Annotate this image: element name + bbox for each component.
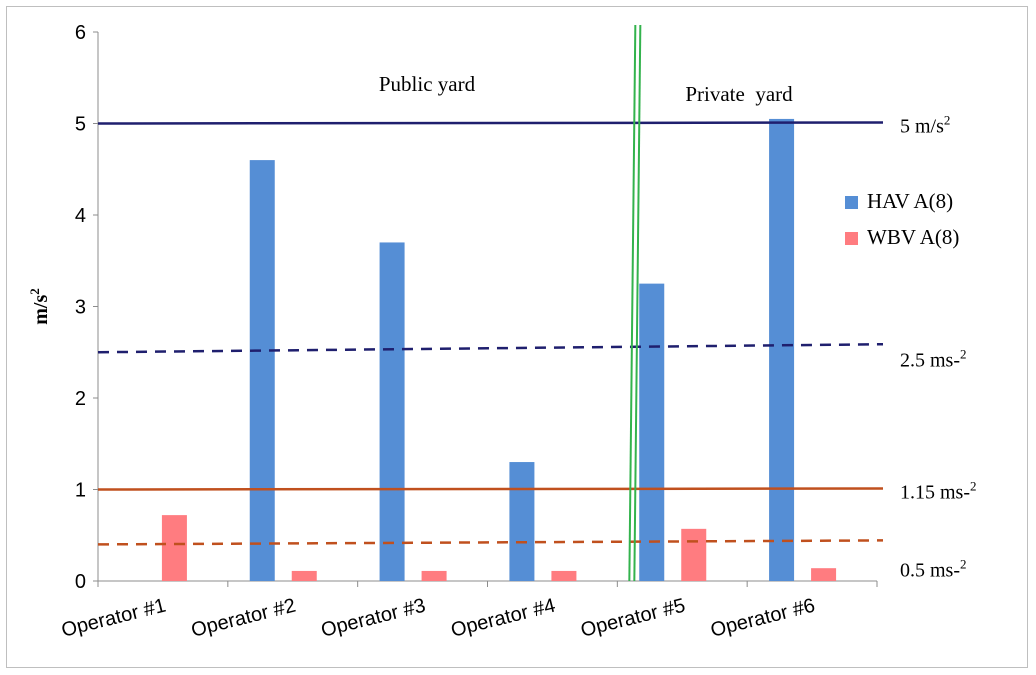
region-label-private: Private yard: [685, 82, 793, 106]
region-label-public: Public yard: [379, 72, 476, 96]
legend-swatch-1: [845, 196, 858, 209]
reference-line-label-text: 2.5 ms-: [900, 349, 960, 371]
reference-line-label-superscript: 2: [944, 113, 951, 128]
y-tick-label: 1: [75, 480, 86, 502]
x-tick-label: Operator #1: [59, 595, 168, 642]
bar-wbv-operator-5: [681, 528, 707, 581]
bar-hav-operator-2: [249, 160, 275, 581]
legend-label: HAV A(8): [867, 189, 953, 213]
region-separator-line-b: [633, 24, 642, 582]
x-tick-label: Operator #2: [189, 595, 298, 642]
legend-swatch-2: [845, 232, 858, 245]
y-axis-label-superscript: 2: [27, 288, 42, 295]
x-tick-label: Operator #4: [449, 595, 558, 642]
reference-line-label-text: 5 m/s: [900, 116, 944, 138]
bar-hav-operator-3: [379, 242, 405, 581]
x-tick-label: Operator #3: [319, 595, 428, 642]
bar-hav-operator-4: [509, 462, 535, 581]
y-axis-label-text: m/s: [30, 295, 52, 325]
reference-line-label: 1.15 ms-2: [900, 479, 977, 504]
legend-label: WBV A(8): [867, 225, 959, 249]
y-tick-label: 3: [75, 297, 86, 319]
reference-line-label-text: 0.5 ms-: [900, 559, 960, 581]
x-tick-label: Operator #6: [708, 595, 817, 642]
y-tick-label: 4: [75, 205, 86, 227]
bar-wbv-operator-2: [291, 570, 317, 581]
chart-frame: 0 1 2 3 4 5 6 m/s2 Operator #1 Operator #2 Operato…: [6, 6, 1028, 668]
reference-line-3: [97, 487, 884, 491]
region-separator-line-a: [628, 24, 637, 582]
reference-line-label-superscript: 2: [960, 346, 967, 361]
reference-line-1: [97, 121, 884, 125]
y-tick-label: 6: [75, 22, 86, 44]
bar-wbv-operator-4: [551, 570, 577, 581]
reference-line-label-superscript: 2: [970, 479, 977, 494]
bar-hav-operator-6: [769, 118, 795, 582]
reference-line-4: [97, 539, 884, 546]
reference-line-label-superscript: 2: [960, 556, 967, 571]
bar-hav-operator-5: [639, 283, 665, 581]
reference-line-label: 0.5 ms-2: [900, 556, 967, 581]
reference-line-label: 2.5 ms-2: [900, 346, 967, 371]
bar-wbv-operator-6: [811, 568, 837, 581]
y-tick-label: 2: [75, 388, 86, 410]
y-tick-label: 5: [75, 114, 86, 136]
reference-line-label-text: 1.15 ms-: [900, 482, 970, 504]
bar-wbv-operator-3: [421, 570, 447, 581]
reference-line-label: 5 m/s2: [900, 113, 950, 138]
reference-line-2: [97, 343, 884, 354]
y-tick-label: 0: [75, 571, 86, 593]
y-axis-label: m/s2: [27, 288, 52, 325]
bar-wbv-operator-1: [161, 515, 187, 581]
x-tick-label: Operator #5: [579, 595, 688, 642]
